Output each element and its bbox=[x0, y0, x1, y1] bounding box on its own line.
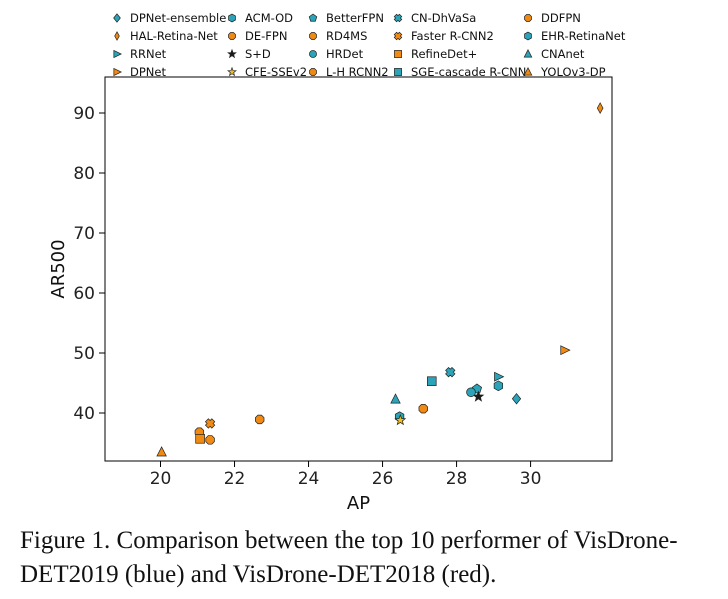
legend-marker-rrnet bbox=[113, 49, 123, 59]
point-l-h-rcnn2 bbox=[205, 435, 215, 445]
legend-label-dpnet-ensemble: DPNet-ensemble bbox=[130, 11, 226, 25]
x-tick-label: 20 bbox=[150, 469, 172, 489]
legend-label-hrdet: HRDet bbox=[326, 47, 364, 61]
legend-marker-sge-cascade-r-cnn bbox=[394, 68, 402, 76]
legend-label-rrnet: RRNet bbox=[130, 47, 167, 61]
legend-marker-l-h-rcnn2 bbox=[309, 68, 317, 76]
figure-caption: Figure 1. Comparison between the top 10 … bbox=[20, 524, 720, 592]
legend-marker-acm-od bbox=[228, 13, 236, 23]
point-dpnet-ensemble bbox=[511, 393, 522, 405]
legend-marker-dpnet bbox=[113, 67, 123, 77]
y-tick-label: 90 bbox=[73, 104, 95, 124]
legend-label-cnanet: CNAnet bbox=[541, 47, 585, 61]
legend-marker-refinedet bbox=[394, 50, 402, 58]
y-tick-label: 70 bbox=[73, 224, 95, 244]
legend-label-cn-dhvasa: CN-DhVaSa bbox=[411, 11, 476, 25]
point-sge-cascade-r-cnn bbox=[427, 376, 437, 386]
point-cnanet bbox=[390, 393, 401, 404]
y-axis-label: AR500 bbox=[48, 239, 69, 298]
legend-label-rd4ms: RD4MS bbox=[326, 29, 367, 43]
legend-marker-hrdet bbox=[309, 50, 317, 58]
legend-label-yolov3-dp: YOLOv3-DP bbox=[540, 65, 606, 79]
legend-marker-ddfpn bbox=[524, 14, 532, 22]
legend-marker-yolov3-dp bbox=[523, 67, 533, 76]
scatter-figure: 20 22 24 26 28 30 40 50 60 70 80 90 AP AR500 DPNet-ens… bbox=[48, 11, 626, 514]
plot-frame bbox=[104, 76, 613, 462]
y-tick-label: 60 bbox=[73, 284, 95, 304]
caption-line-1: Figure 1. Comparison between the top 10 … bbox=[20, 527, 678, 554]
legend-marker-de-fpn bbox=[228, 32, 236, 40]
y-tick-label: 50 bbox=[73, 344, 95, 364]
y-tick-label: 40 bbox=[73, 404, 95, 424]
point-acm-od bbox=[493, 380, 504, 392]
x-tick-label: 28 bbox=[446, 469, 468, 489]
legend-label-acm-od: ACM-OD bbox=[245, 11, 293, 25]
legend-marker-cfe-ssev2 bbox=[227, 66, 237, 77]
legend-marker-betterfpn bbox=[308, 13, 318, 22]
x-tick-label: 22 bbox=[224, 469, 246, 489]
point-hrdet bbox=[466, 387, 476, 398]
x-tick-label: 30 bbox=[520, 469, 542, 489]
point-refinedet bbox=[195, 434, 205, 444]
legend-marker-faster-r-cnn2 bbox=[393, 31, 403, 41]
point-de-fpn bbox=[418, 404, 428, 414]
x-tick-label: 24 bbox=[298, 469, 320, 489]
legend-label-faster-r-cnn2: Faster R-CNN2 bbox=[411, 29, 494, 43]
legend-marker-rd4ms bbox=[309, 32, 317, 40]
legend-marker-s-d bbox=[227, 48, 237, 59]
legend-label-de-fpn: DE-FPN bbox=[245, 29, 287, 43]
legend-marker-dpnet-ensemble bbox=[113, 13, 121, 23]
legend-label-ddfpn: DDFPN bbox=[541, 11, 581, 25]
legend-label-cfe-ssev2: CFE-SSEv2 bbox=[245, 65, 307, 79]
y-tick-label: 80 bbox=[73, 164, 95, 184]
legend-label-s-d: S+D bbox=[245, 47, 271, 61]
x-axis-label: AP bbox=[347, 493, 370, 514]
legend-label-l-h-rcnn2: L-H RCNN2 bbox=[326, 65, 389, 79]
point-cfe-ssev2 bbox=[394, 414, 407, 426]
scatter-chart: 20 22 24 26 28 30 40 50 60 70 80 90 AP AR500 DPNet-ens… bbox=[48, 11, 626, 514]
legend-label-hal-retina-net: HAL-Retina-Net bbox=[130, 29, 218, 43]
legend-marker-hal-retina-net bbox=[114, 31, 120, 41]
caption-line-2: DET2019 (blue) and VisDrone-DET2018 (red… bbox=[20, 561, 497, 588]
legend-label-betterfpn: BetterFPN bbox=[326, 11, 384, 25]
point-hal-retina-net bbox=[596, 102, 604, 115]
legend-label-dpnet: DPNet bbox=[130, 65, 166, 79]
legend-label-sge-cascade-r-cnn: SGE-cascade R-CNN bbox=[411, 65, 526, 79]
legend-marker-cnanet bbox=[523, 49, 533, 58]
point-yolov3-dp bbox=[156, 446, 167, 457]
point-cn-dhvasa bbox=[445, 366, 456, 378]
point-rd4ms bbox=[255, 414, 265, 425]
point-rrnet bbox=[494, 371, 505, 382]
legend-marker-cn-dhvasa bbox=[393, 13, 403, 23]
legend-marker-ehr-retinanet bbox=[524, 31, 532, 41]
legend-label-refinedet: RefineDet+ bbox=[411, 47, 477, 61]
legend-label-ehr-retinanet: EHR-RetinaNet bbox=[541, 29, 626, 43]
point-dpnet bbox=[560, 345, 571, 356]
x-tick-label: 26 bbox=[372, 469, 394, 489]
point-faster-r-cnn2 bbox=[204, 418, 216, 429]
